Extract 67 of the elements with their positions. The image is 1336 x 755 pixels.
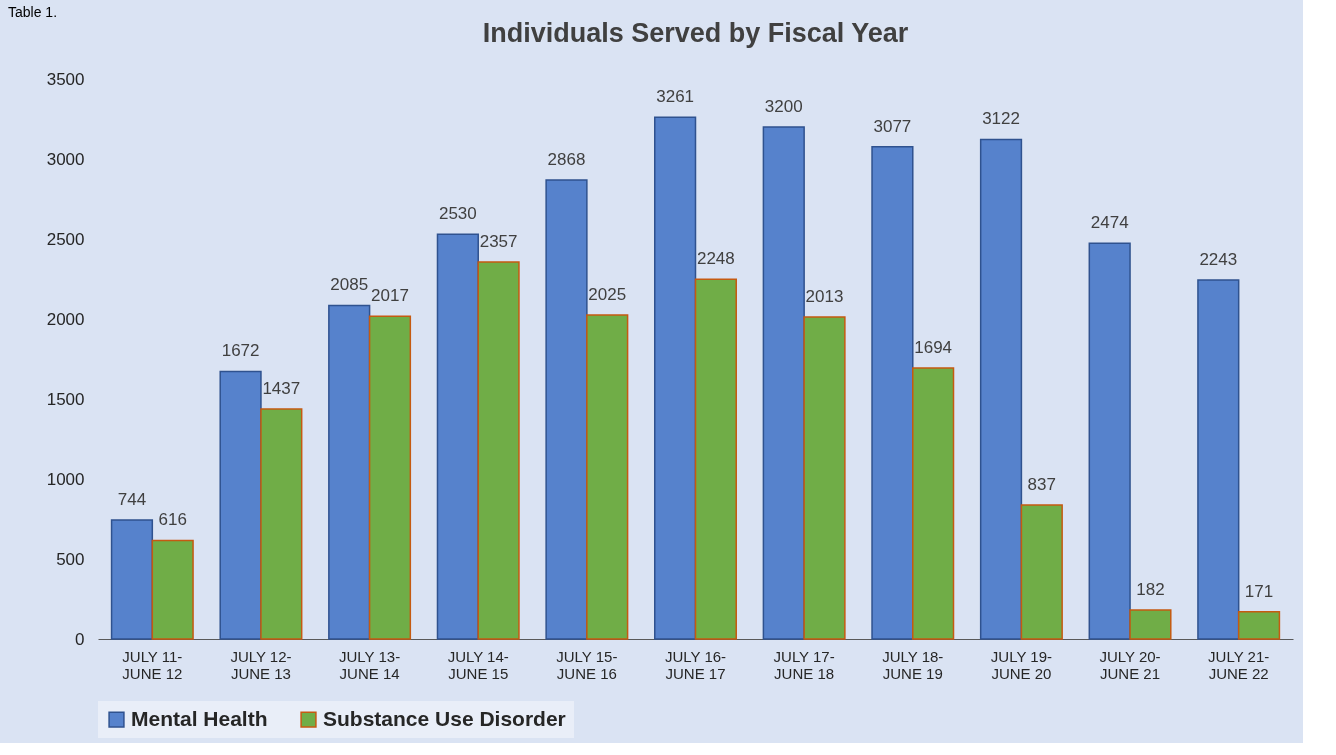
x-tick-label: JULY 21- JUNE 22: [1208, 647, 1270, 682]
data-label: 2248: [696, 249, 735, 269]
data-label: 837: [1027, 475, 1056, 495]
data-label: 2530: [438, 204, 477, 224]
y-tick-label: 0: [75, 629, 85, 649]
bar: [762, 126, 805, 640]
legend-label: Substance Use Disorder: [323, 706, 566, 730]
data-label: 616: [158, 510, 187, 530]
bar: [1129, 609, 1172, 640]
x-tick-label: JULY 18- JUNE 19: [882, 647, 944, 682]
data-label: 2243: [1199, 250, 1238, 270]
bar: [110, 519, 154, 640]
data-label: 2868: [547, 150, 586, 170]
data-label: 2025: [588, 285, 627, 304]
bar: [654, 116, 697, 640]
y-tick-label: 1500: [46, 389, 85, 409]
data-label: 2017: [371, 286, 409, 306]
x-tick-label: JULY 12- JUNE 13: [230, 647, 292, 682]
data-label: 3261: [656, 87, 695, 107]
bar: [436, 233, 479, 640]
data-label: 744: [117, 489, 147, 509]
bar: [912, 367, 955, 640]
bar: [871, 145, 914, 640]
data-label: 3200: [764, 97, 803, 116]
bar: [151, 539, 194, 640]
data-label: 182: [1136, 579, 1165, 599]
y-tick-label: 3000: [46, 149, 85, 169]
bar: [1197, 279, 1240, 640]
bar: [586, 314, 629, 640]
data-label: 1694: [914, 337, 953, 357]
y-tick-label: 500: [56, 549, 85, 569]
bar: [1088, 242, 1131, 640]
bar: [368, 315, 412, 640]
bar: [803, 316, 846, 640]
chart-title: Individuals Served by Fiscal Year: [482, 18, 909, 48]
data-label: 3077: [873, 116, 912, 136]
bar: [694, 278, 737, 640]
bar: [1237, 610, 1281, 640]
data-label: 2357: [479, 231, 518, 251]
bar: [545, 179, 588, 640]
caption: Table 1.: [8, 4, 58, 20]
x-tick-label: JULY 15- JUNE 16: [556, 647, 618, 682]
bar: [979, 138, 1023, 640]
data-label: 2013: [805, 286, 844, 306]
legend-label: Mental Health: [131, 706, 268, 730]
data-label: 1672: [221, 341, 260, 361]
x-tick-label: JULY 16- JUNE 17: [664, 647, 727, 682]
data-label: 2085: [330, 275, 369, 295]
x-tick-label: JULY 17- JUNE 18: [773, 647, 835, 682]
x-tick-label: JULY 19- JUNE 20: [990, 647, 1052, 682]
bar: [260, 408, 303, 640]
x-tick-label: JULY 13- JUNE 14: [339, 647, 401, 682]
y-tick-label: 1000: [46, 469, 85, 489]
bar: [1020, 504, 1063, 640]
data-label: 2474: [1090, 213, 1129, 233]
bar: [477, 261, 520, 640]
data-label: 3122: [982, 109, 1020, 129]
x-tick-label: JULY 20- JUNE 21: [1099, 647, 1161, 682]
y-tick-label: 2000: [46, 309, 85, 329]
data-label: 171: [1244, 581, 1274, 601]
y-tick-label: 3500: [46, 69, 85, 89]
x-tick-label: JULY 11- JUNE 12: [122, 647, 183, 682]
bar: [219, 370, 262, 640]
x-tick-label: JULY 14- JUNE 15: [447, 647, 509, 682]
y-tick-label: 2500: [46, 229, 85, 249]
data-label: 1437: [262, 379, 301, 399]
bar: [328, 304, 371, 640]
